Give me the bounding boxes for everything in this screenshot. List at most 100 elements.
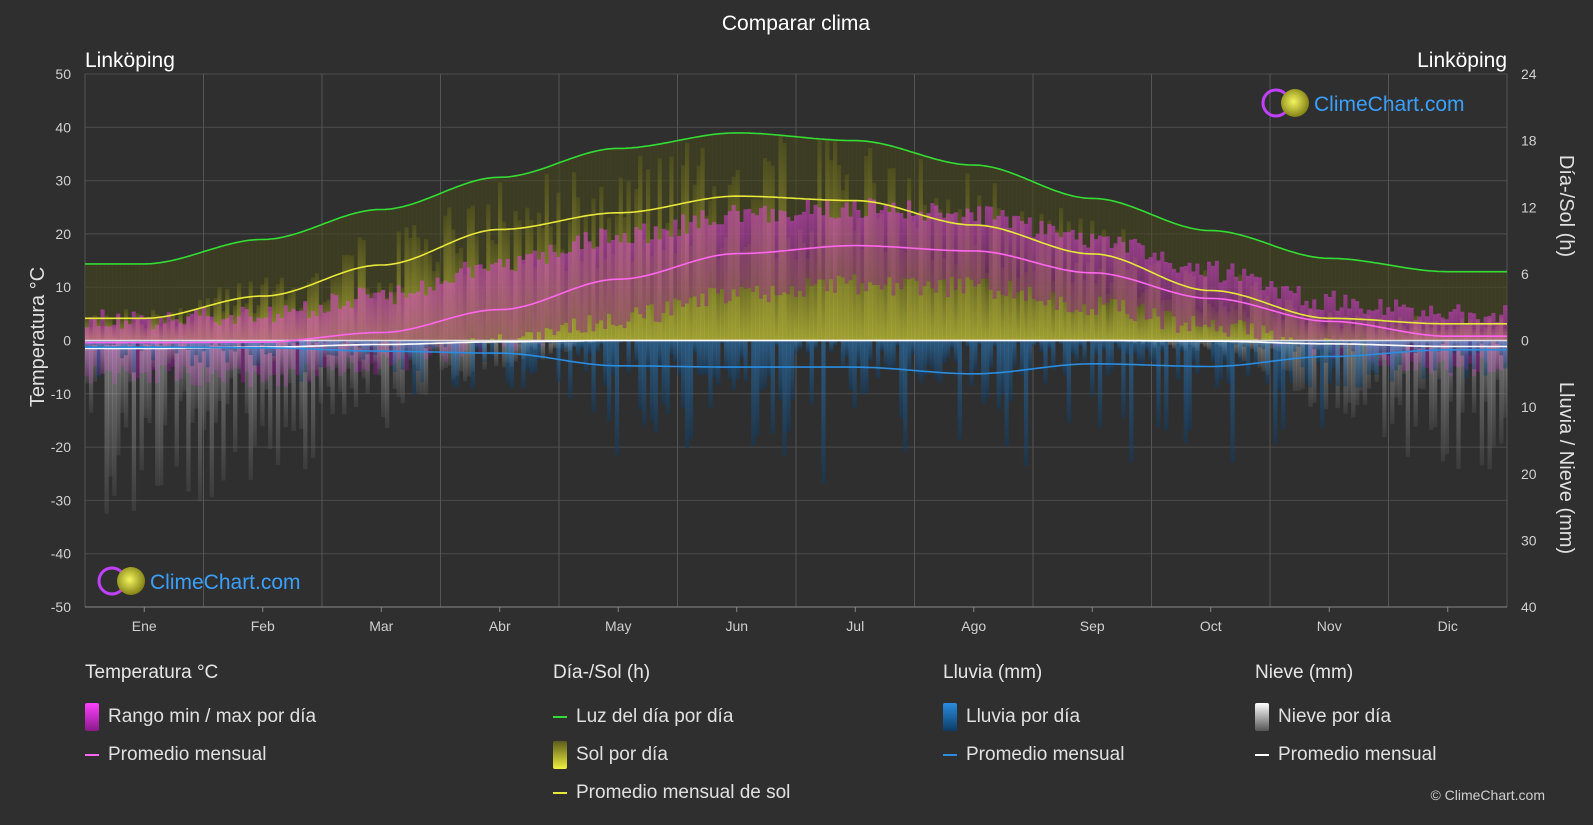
sunshine-bar: [821, 244, 826, 341]
daylight-bar: [123, 263, 129, 341]
snow-bar: [1444, 340, 1449, 455]
temp-range-bar: [626, 242, 631, 322]
legend-item: Promedio mensual: [943, 736, 1124, 774]
snow-bar: [1499, 340, 1504, 444]
sunshine-bar: [747, 244, 752, 341]
daylight-bar: [112, 263, 117, 341]
temp-range-bar: [1168, 263, 1173, 312]
y-tick-right-precip: 10: [1521, 399, 1537, 415]
temp-range-bar: [887, 212, 892, 278]
temp-range-bar: [564, 253, 569, 323]
rain-bar: [930, 340, 935, 370]
snow-bar: [326, 340, 331, 387]
snow-bar: [252, 340, 257, 447]
daylight-bar: [256, 239, 261, 341]
rain-bar: [1312, 340, 1317, 350]
rain-bar: [1129, 340, 1134, 463]
temp-range-bar: [1401, 304, 1407, 371]
daylight-bar: [135, 263, 140, 341]
x-tick-label: Oct: [1200, 618, 1222, 634]
rain-bar: [1429, 340, 1434, 348]
temp-range-bar: [1421, 310, 1426, 367]
temp-range-bar: [681, 214, 686, 307]
daylight-bar: [1374, 262, 1379, 341]
temp-range-bar: [634, 227, 639, 308]
snow-bar: [1390, 340, 1395, 425]
snow-bar: [1207, 340, 1212, 350]
daylight-bar: [205, 250, 211, 341]
legend-label: Lluvia por día: [966, 706, 1081, 727]
rain-bar: [731, 340, 737, 391]
daylight-bar: [318, 224, 324, 341]
legend-item: Lluvia por día: [943, 698, 1124, 736]
brand-logo-bottom[interactable]: ClimeChart.com: [97, 566, 301, 596]
rain-bar: [334, 340, 339, 356]
series-lines: [85, 132, 1507, 375]
snow-bar: [1168, 340, 1173, 346]
snow-bar: [1401, 340, 1407, 375]
rain-bar: [197, 340, 203, 363]
rain-bar: [805, 340, 811, 353]
brand-logo-top[interactable]: ClimeChart.com: [1261, 88, 1465, 118]
temp-range-bar: [1362, 313, 1368, 342]
daylight-bar: [564, 160, 569, 341]
temp-range-bar: [1214, 260, 1220, 332]
temp-range-bar: [716, 224, 721, 294]
rain-bar: [669, 340, 674, 355]
rain-bar: [1366, 340, 1372, 375]
snow-bar: [299, 340, 304, 430]
temp-range-bar: [1277, 298, 1282, 347]
rain-bar: [131, 340, 137, 373]
rain-bar: [973, 340, 978, 370]
temp-range-bar: [1051, 225, 1056, 293]
daylight-bar: [1413, 269, 1418, 341]
rain-bar: [1277, 340, 1282, 390]
rain-bar: [774, 340, 779, 346]
temp-range-bar: [1016, 215, 1021, 293]
rain-bar: [100, 340, 105, 350]
brand-text-top: ClimeChart.com: [1314, 93, 1465, 116]
rain-bar: [205, 340, 211, 368]
rain-bar: [1027, 340, 1033, 373]
temp-range-bar: [910, 215, 916, 278]
daylight-bar: [1444, 271, 1449, 341]
daylight-bar: [291, 234, 296, 341]
rain-bar: [903, 340, 908, 452]
temp-range-bar: [879, 210, 885, 290]
temp-range-bar: [1351, 298, 1356, 350]
sunshine-bar: [1031, 270, 1036, 341]
rain-bar: [392, 340, 398, 373]
temp-range-bar: [373, 292, 378, 375]
rain-bar: [361, 340, 366, 360]
rain-bar: [1394, 340, 1399, 371]
temp-range-bar: [992, 219, 998, 299]
rain-bar: [1253, 340, 1259, 367]
temp-range-bar: [1094, 239, 1099, 315]
rain-bar: [770, 340, 775, 435]
rain-bar: [1284, 340, 1290, 361]
legend-label: Luz del día por día: [576, 706, 734, 727]
sunshine-swatch: [553, 741, 567, 769]
temp-range-bar: [1031, 237, 1036, 299]
snow-bar: [1436, 340, 1442, 380]
daylight-bar: [1468, 271, 1473, 341]
temp-range-bar: [657, 239, 662, 323]
y-tick-left: 40: [55, 119, 71, 135]
y-axis-left-label: Temperatura °C: [27, 267, 49, 407]
daylight-bar: [197, 252, 203, 341]
snow-bar: [423, 340, 429, 396]
rain-bar: [891, 340, 896, 368]
x-tick-label: Dic: [1438, 618, 1458, 634]
temp-range-bar: [704, 218, 709, 307]
rain-bar: [1374, 340, 1379, 375]
sunshine-bar: [899, 249, 904, 341]
daylight-bar: [1452, 271, 1457, 341]
temp-range-bar: [1086, 247, 1091, 316]
legend-label: Promedio mensual de sol: [576, 782, 791, 803]
snow-bar: [384, 340, 390, 428]
temp-range-bar: [1366, 309, 1372, 361]
y-tick-left: -40: [51, 546, 71, 562]
daylight-bar: [1370, 262, 1375, 341]
legend-label: Nieve por día: [1278, 706, 1392, 727]
rain-bar: [548, 340, 553, 344]
